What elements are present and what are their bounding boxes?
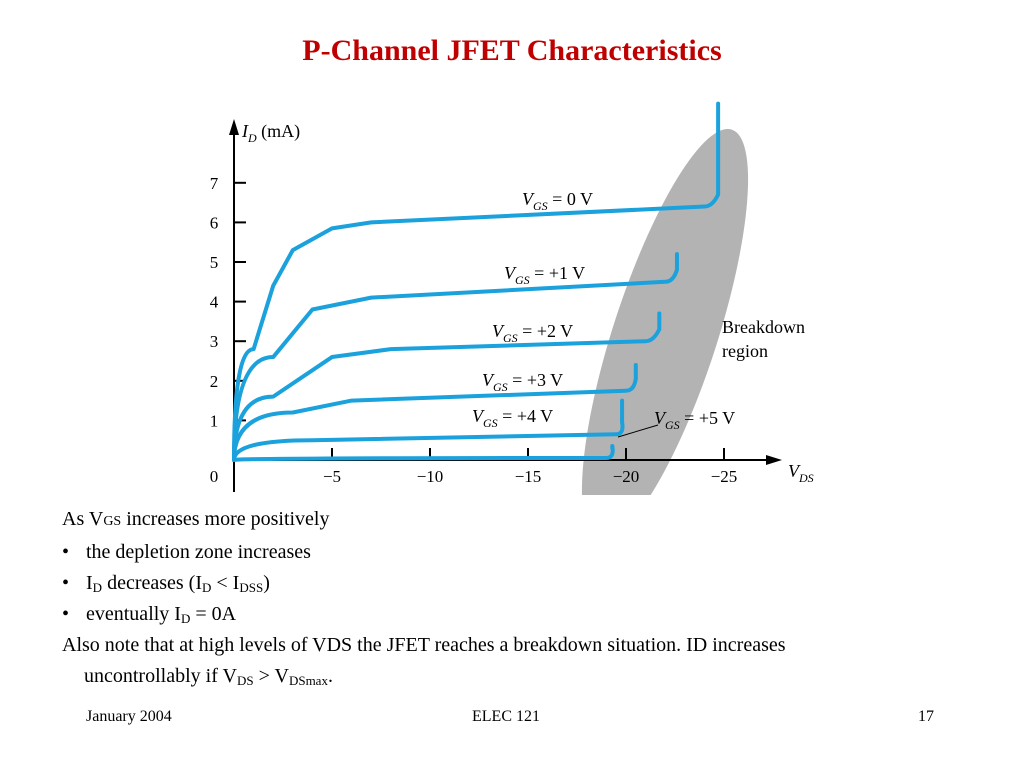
y-tick-label: 7 bbox=[210, 174, 219, 193]
footer-course: ELEC 121 bbox=[472, 708, 540, 725]
bullet-item: • the depletion zone increases bbox=[62, 537, 1002, 568]
bullet-item: • eventually ID = 0A bbox=[62, 599, 1002, 630]
curve-label: VGS = 0 V bbox=[522, 189, 593, 213]
bullet-item: • ID decreases (ID < IDSS) bbox=[62, 568, 1002, 599]
note-line: Also note that at high levels of VDS the… bbox=[62, 634, 786, 656]
jfet-characteristics-chart: 1 2 3 4 5 6 7 0 −5 −10 −15 −20 −25 ID (mA) VDS VGS = 0 … bbox=[200, 75, 840, 542]
breakdown-region-label: region bbox=[722, 341, 768, 361]
note-line-continued: uncontrollably if VDS > VDSmax. bbox=[84, 665, 333, 688]
curve-vgs-2 bbox=[232, 311, 662, 462]
y-tick-label: 2 bbox=[210, 372, 219, 391]
breakdown-region-label: Breakdown bbox=[722, 317, 805, 337]
x-tick-label: −25 bbox=[711, 467, 738, 486]
curve-vgs-4 bbox=[232, 398, 625, 462]
y-tick-label: 4 bbox=[210, 293, 219, 312]
x-tick-label: −20 bbox=[613, 467, 640, 486]
slide-title: P-Channel JFET Characteristics bbox=[302, 34, 722, 67]
x-tick-label: 0 bbox=[210, 467, 219, 486]
slide-body: As VGS increases more positively • the de… bbox=[62, 504, 1002, 692]
curve-label: VGS = +5 V bbox=[654, 408, 735, 432]
intro-line: As VGS increases more positively bbox=[62, 508, 330, 530]
curve-label: VGS = +2 V bbox=[492, 321, 573, 345]
curve-vgs-1 bbox=[232, 252, 679, 462]
curve-vgs-5 bbox=[232, 444, 615, 462]
y-tick-label: 5 bbox=[210, 253, 219, 272]
x-axis-arrow bbox=[766, 455, 782, 465]
chart-svg: 1 2 3 4 5 6 7 0 −5 −10 −15 −20 −25 ID (mA) VDS VGS = 0 … bbox=[210, 101, 814, 542]
curve-label: VGS = +1 V bbox=[504, 263, 585, 287]
curve-label: VGS = +3 V bbox=[482, 370, 563, 394]
curve-vgs-3 bbox=[232, 362, 638, 462]
curve-vgs-0 bbox=[232, 101, 721, 462]
y-tick-label: 6 bbox=[210, 213, 219, 232]
bullet-list: • the depletion zone increases • ID decreas… bbox=[62, 537, 1002, 630]
vgs5-leader-line bbox=[617, 424, 659, 438]
bullet-dot: • bbox=[62, 572, 70, 594]
x-tick-label: −5 bbox=[323, 467, 341, 486]
x-tick-label: −10 bbox=[417, 467, 444, 486]
y-axis-label: ID (mA) bbox=[241, 121, 300, 145]
x-axis-label: VDS bbox=[788, 461, 814, 485]
y-axis-arrow bbox=[229, 119, 239, 135]
y-tick-label: 3 bbox=[210, 332, 219, 351]
bullet-dot: • bbox=[62, 541, 70, 563]
footer-page-number: 17 bbox=[918, 708, 934, 725]
y-tick-label: 1 bbox=[210, 411, 219, 430]
footer-date: January 2004 bbox=[86, 708, 172, 725]
x-tick-label: −15 bbox=[515, 467, 542, 486]
bullet-dot: • bbox=[62, 603, 70, 625]
curve-label: VGS = +4 V bbox=[472, 406, 553, 430]
breakdown-region-ellipse bbox=[581, 128, 749, 542]
